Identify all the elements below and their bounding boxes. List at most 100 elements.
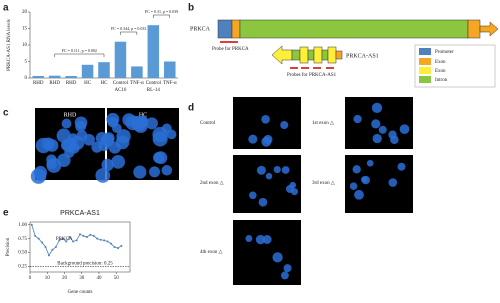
cell [372, 133, 382, 144]
panel-label: b [188, 3, 194, 14]
bar [131, 66, 143, 78]
cell [371, 119, 381, 129]
point [72, 240, 75, 243]
point [106, 240, 109, 243]
x-tick-label: 10 [45, 276, 51, 281]
plot-area [29, 221, 131, 273]
cell [60, 139, 73, 151]
annotation: FC = 0.31, p = 0.039 [145, 9, 178, 15]
x-tick-label: TNF-α [163, 81, 177, 86]
y-tick-label: 1.00 [18, 223, 27, 228]
bar [81, 64, 94, 78]
y-tick-label: 20 [22, 10, 28, 15]
x-tick-label: RHD [66, 81, 77, 86]
cell [153, 152, 165, 164]
cell [41, 137, 55, 151]
legend: Promoter Exon Exon Intron [414, 44, 496, 88]
cell [161, 165, 173, 176]
y-axis-label: PRKCA-AS1 RNA levels [7, 19, 12, 71]
cell [133, 165, 147, 179]
point [110, 242, 113, 245]
series-label: PRKCA [56, 237, 73, 242]
cell [248, 191, 257, 200]
x-tick-label: Control [146, 81, 162, 86]
point [47, 254, 50, 257]
cell [122, 113, 136, 127]
y-tick-label: 10 [22, 43, 28, 48]
point [61, 237, 64, 240]
point [92, 234, 95, 237]
bar [32, 76, 44, 78]
y-tick-label: 0 [25, 76, 28, 81]
x-tick-label: Control [113, 81, 129, 86]
antisense-name: PRKCA-AS1 [346, 53, 379, 59]
cell [258, 197, 268, 207]
exon [335, 50, 343, 60]
intron [321, 49, 329, 61]
cell [265, 172, 273, 180]
bar [147, 25, 160, 78]
image-label: 2nd exon △ [200, 180, 224, 186]
cell [116, 129, 131, 144]
cell [399, 124, 410, 134]
cell [388, 178, 398, 187]
bar [164, 61, 176, 78]
gene-diagram: PRKCA Probe for PRKCA PRKCA-AS1 Probes f… [190, 19, 499, 88]
cell [161, 123, 172, 134]
x-tick-label: RHD [49, 81, 60, 86]
x-tick-label: 30 [79, 276, 85, 281]
cell [261, 115, 270, 124]
point [68, 236, 71, 238]
cell [111, 154, 126, 169]
point [75, 239, 78, 242]
x-axis-label: Gene counts [68, 290, 93, 295]
intron [291, 49, 301, 61]
image-label: 1st exon △ [312, 120, 334, 126]
x-tick-label: 0 [29, 276, 32, 281]
probe-label: Probes for PRKCA-AS1 [287, 73, 337, 78]
image-label: RHD [64, 112, 77, 118]
point [113, 246, 116, 248]
gene-name: PRKCA [190, 26, 211, 32]
point [30, 223, 33, 226]
cell [272, 252, 283, 263]
y-axis-label: Precision [6, 237, 11, 256]
x-tick-label: 20 [62, 276, 68, 281]
y-tick-label: 0.75 [18, 237, 27, 242]
bracket [153, 14, 171, 18]
y-tick-label: 0.50 [18, 251, 27, 256]
promoter [217, 19, 233, 39]
cell [107, 116, 119, 128]
cell [248, 134, 258, 144]
panel-label: c [3, 108, 9, 119]
x-tick-label: HC [84, 81, 92, 86]
cell [349, 182, 358, 190]
cell [95, 168, 111, 183]
probe-label: Probe for PRKCA [212, 47, 249, 52]
annotation: FC = 0.111, p = 0.002 [62, 48, 97, 54]
cell [378, 125, 387, 134]
cell [91, 141, 103, 153]
point [79, 233, 81, 236]
cell [256, 165, 266, 175]
cell [75, 120, 87, 132]
confocal-image [233, 220, 301, 285]
x-tick-label: 50 [114, 276, 120, 281]
legend-label: Promoter [435, 50, 454, 55]
x-tick-label: HC [101, 81, 109, 86]
cell [285, 184, 294, 193]
point [34, 234, 37, 237]
exon [313, 46, 323, 64]
annotation: FC = 0.344, p = 0.033 [111, 26, 146, 32]
chart-title: PRKCA-AS1 [60, 210, 100, 217]
cell [261, 136, 272, 147]
cell [101, 158, 114, 172]
point [85, 236, 88, 238]
x-tick-label: RHD [33, 81, 44, 86]
cell [108, 141, 121, 154]
point [37, 237, 40, 240]
legend-label: Intron [435, 78, 448, 83]
point [41, 241, 44, 244]
cell [255, 234, 266, 245]
intron [307, 49, 315, 61]
